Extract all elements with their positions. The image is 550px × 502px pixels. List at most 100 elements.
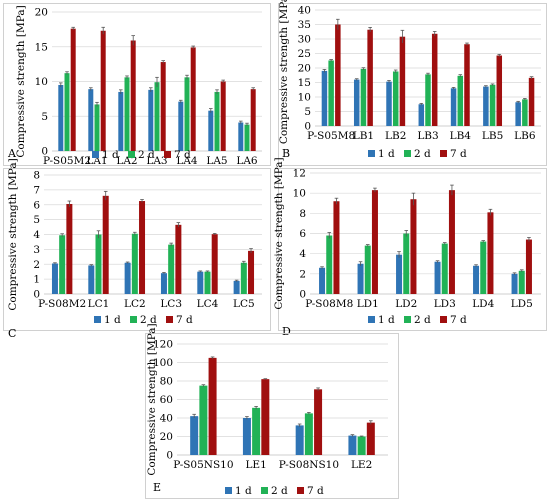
bar-E-LE1-7d — [261, 379, 270, 455]
legend-swatch — [440, 150, 447, 157]
bar-D-LD4-2d — [480, 241, 487, 294]
panel-label: C — [8, 327, 16, 340]
legend-label: 2 d — [271, 485, 288, 497]
x-tick-label: P-S05M2 — [43, 155, 91, 167]
y-tick-label: 20 — [298, 63, 311, 75]
bar-E-LE2-2d — [357, 436, 366, 455]
bar-A-LA3-7d — [160, 62, 166, 151]
bar-C-LC3-1d — [160, 273, 167, 294]
legend-label: 2 d — [414, 148, 431, 160]
y-axis-label: Compressive strength [MPa] — [7, 158, 19, 310]
bar-C-P-S08M2-1d — [51, 263, 58, 294]
bar-D-LD2-2d — [403, 233, 410, 294]
bar-B-LB6-2d — [522, 99, 528, 126]
bar-D-LD4-7d — [487, 212, 494, 294]
y-tick-label: 10 — [35, 76, 48, 88]
legend-label: 2 d — [140, 314, 157, 326]
bar-A-LA5-1d — [208, 110, 214, 151]
bar-D-LD2-1d — [396, 254, 403, 294]
bar-B-LB3-1d — [418, 104, 425, 126]
x-tick-label: LA1 — [86, 155, 107, 167]
legend-label: 2 d — [138, 149, 155, 161]
x-tick-label: LD3 — [434, 298, 456, 310]
x-tick-label: LD2 — [395, 298, 417, 310]
x-tick-label: P-S05NS10 — [173, 459, 233, 471]
y-tick-label: 2 — [33, 259, 40, 271]
bar-A-LA2-1d — [118, 91, 124, 151]
y-tick-label: 3 — [33, 244, 40, 256]
bar-A-LA1-2d — [94, 104, 100, 151]
bar-E-P-S05NS10-2d — [199, 385, 208, 455]
legend-label: 1 d — [378, 148, 395, 160]
panel-frame — [3, 3, 271, 166]
y-tick-label: 0 — [166, 450, 173, 462]
x-tick-label: P-S08M8 — [305, 298, 353, 310]
bar-E-LE2-7d — [366, 422, 375, 455]
y-tick-label: 15 — [35, 41, 48, 53]
bar-A-LA6-1d — [238, 122, 244, 151]
bar-E-P-S08NS10-2d — [304, 413, 313, 455]
legend-label: 1 d — [104, 314, 121, 326]
bar-A-LA3-2d — [154, 82, 160, 151]
legend-label: 1 d — [235, 485, 252, 497]
y-tick-label: 5 — [33, 214, 40, 226]
bar-A-P-S05M2-1d — [58, 84, 64, 151]
x-tick-label: LC5 — [233, 298, 255, 310]
bar-A-LA5-2d — [214, 91, 220, 151]
bar-D-P-S08M8-1d — [319, 267, 326, 294]
y-tick-label: 15 — [298, 77, 311, 89]
y-tick-label: 120 — [153, 339, 173, 351]
x-tick-label: LB1 — [353, 130, 374, 142]
y-tick-label: 10 — [298, 92, 311, 104]
x-tick-label: LD1 — [357, 298, 379, 310]
bar-B-LB2-2d — [392, 71, 399, 126]
legend-swatch — [368, 150, 375, 157]
y-tick-label: 8 — [33, 170, 40, 182]
bar-B-P-S05M8-2d — [328, 60, 334, 126]
bar-C-LC1-1d — [88, 265, 95, 294]
x-tick-label: LD5 — [511, 298, 533, 310]
y-tick-label: 40 — [160, 413, 173, 425]
bar-D-LD2-7d — [410, 199, 417, 294]
y-tick-label: 20 — [35, 7, 48, 19]
panel-frame — [278, 168, 547, 331]
x-tick-label: P-S08M2 — [38, 298, 86, 310]
y-tick-label: 5 — [304, 106, 311, 118]
y-tick-label: 4 — [299, 248, 306, 260]
bar-B-LB5-1d — [483, 86, 489, 126]
panel-frame — [145, 333, 399, 499]
bar-B-LB4-2d — [457, 75, 464, 126]
x-tick-label: LC3 — [160, 298, 182, 310]
bar-B-LB1-2d — [360, 68, 367, 126]
y-tick-label: 1 — [33, 274, 40, 286]
y-tick-label: 8 — [299, 208, 306, 220]
bar-C-LC3-7d — [175, 224, 182, 294]
bar-C-LC5-1d — [233, 280, 240, 294]
y-tick-label: 60 — [160, 394, 173, 406]
bar-D-LD1-2d — [364, 245, 371, 294]
y-axis-label: Compressive strength [MPa] — [15, 5, 27, 157]
y-tick-label: 5 — [41, 111, 48, 123]
y-tick-label: 80 — [160, 376, 173, 388]
bar-D-LD3-2d — [441, 243, 448, 294]
x-tick-label: P-S08NS10 — [279, 459, 339, 471]
legend-label: 7 d — [174, 149, 191, 161]
x-tick-label: LB4 — [450, 130, 472, 142]
bar-B-LB6-7d — [528, 77, 535, 126]
legend-label: 7 d — [176, 314, 193, 326]
y-tick-label: 6 — [33, 199, 40, 211]
legend-swatch — [92, 151, 99, 158]
bar-A-LA5-7d — [220, 81, 226, 151]
y-tick-label: 100 — [153, 357, 173, 369]
x-tick-label: LA5 — [206, 155, 227, 167]
bar-D-LD4-1d — [473, 265, 480, 294]
y-tick-label: 7 — [33, 184, 40, 196]
y-tick-label: 20 — [160, 431, 173, 443]
legend-swatch — [368, 316, 375, 323]
y-tick-label: 12 — [293, 168, 306, 180]
bar-B-P-S05M8-7d — [335, 24, 341, 126]
bar-B-LB3-2d — [425, 74, 431, 126]
y-axis-label: Compressive strength [MPa] — [278, 0, 290, 144]
legend-label: 1 d — [378, 314, 395, 326]
